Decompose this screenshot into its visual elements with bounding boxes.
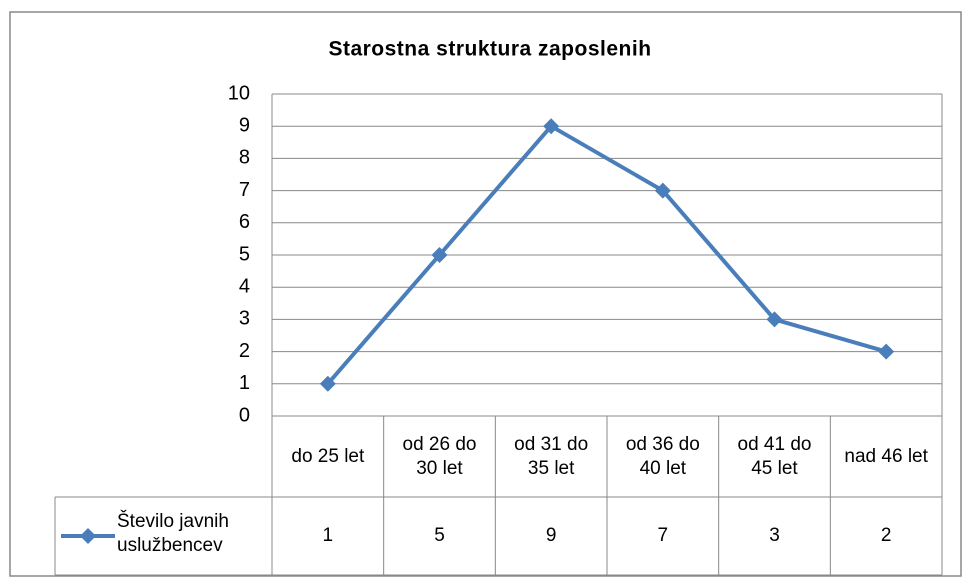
marker [543, 118, 560, 135]
legend-label: Število javnih uslužbencev [117, 511, 229, 556]
y-tick-label: 2 [239, 340, 250, 362]
y-tick-label: 6 [239, 211, 250, 233]
chart-title: Starostna struktura zaposlenih [328, 38, 651, 61]
y-tick-label: 10 [228, 82, 250, 104]
category-label: od 36 do 40 let [625, 433, 700, 479]
value-cell: 2 [880, 525, 892, 546]
line [326, 124, 887, 386]
category-label: od 26 do 30 let [402, 433, 477, 479]
y-tick-label: 3 [239, 308, 250, 330]
category-label: od 31 do 35 let [514, 433, 589, 479]
y-tick-label: 8 [239, 147, 250, 169]
category-label: nad 46 let [844, 445, 928, 467]
y-tick-label: 5 [239, 243, 250, 265]
marker [431, 247, 448, 263]
marker [878, 343, 895, 360]
value-cell: 5 [434, 525, 445, 546]
y-tick-label: 9 [239, 114, 250, 136]
legend-marker [61, 528, 115, 544]
value-cell: 7 [657, 525, 669, 546]
chart-border [9, 11, 962, 577]
value-cell: 3 [769, 525, 780, 546]
y-tick-label: 1 [239, 372, 250, 394]
value-cell: 9 [545, 525, 557, 546]
legend: Število javnih uslužbencev [55, 497, 272, 575]
marker [766, 311, 783, 328]
y-tick-label: 0 [239, 404, 250, 426]
y-tick-label: 4 [239, 275, 250, 297]
marker [654, 182, 671, 199]
value-cell: 1 [322, 525, 334, 546]
category-label: od 41 do 45 let [737, 433, 812, 479]
category-label: do 25 let [291, 445, 365, 467]
marker [319, 375, 336, 392]
y-tick-label: 7 [239, 179, 250, 201]
